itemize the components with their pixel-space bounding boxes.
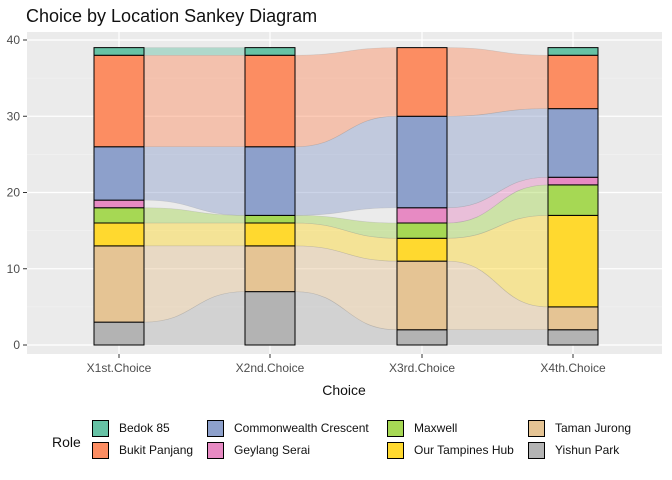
- bar-segment: [93, 54, 145, 148]
- legend-key: [387, 441, 404, 459]
- x-axis-title: Choice: [322, 382, 366, 398]
- bar-segment: [93, 146, 145, 201]
- bar-segment: [244, 146, 296, 216]
- legend-key: [528, 419, 545, 437]
- bar-segment: [547, 176, 599, 186]
- y-tick-label: 20: [7, 186, 21, 200]
- bar-segment: [244, 291, 296, 346]
- bar-segment: [547, 329, 599, 346]
- bar-segment: [396, 329, 448, 346]
- bar-segment: [93, 47, 145, 56]
- flow-band: [143, 47, 246, 56]
- legend-label: Commonwealth Crescent: [234, 421, 369, 435]
- bar-segment: [93, 207, 145, 224]
- x-tick-label: X1st.Choice: [87, 361, 152, 375]
- legend-title: Role: [52, 434, 81, 450]
- bar-segment: [244, 47, 296, 56]
- bar-segment: [93, 245, 145, 323]
- y-tick-label: 40: [7, 33, 21, 47]
- legend-item: Yishun Park: [528, 440, 619, 460]
- legend-label: Our Tampines Hub: [414, 443, 514, 457]
- flow-band: [143, 54, 246, 148]
- legend-label: Bukit Panjang: [119, 443, 194, 457]
- x-tick-label: X3rd.Choice: [389, 361, 455, 375]
- bar-segment: [547, 306, 599, 331]
- legend-label: Geylang Serai: [234, 443, 311, 457]
- bar-segment: [93, 222, 145, 247]
- bar-segment: [396, 237, 448, 262]
- y-tick-label: 0: [13, 338, 20, 352]
- flow-band: [446, 329, 549, 346]
- sankey-plot: 0 10 20 30 40 X1st.Choice X2nd.Choice X3rd.Cho…: [7, 32, 662, 398]
- legend-item: Our Tampines Hub: [387, 440, 514, 460]
- bar-segment: [396, 207, 448, 224]
- y-tick-label: 10: [7, 262, 21, 276]
- flow-bands: [143, 47, 549, 346]
- legend-key: [207, 441, 224, 459]
- bar-segment: [547, 54, 599, 110]
- legend-item: Bukit Panjang: [92, 440, 193, 460]
- bar-segment: [93, 199, 145, 209]
- x-tick-label: X4th.Choice: [540, 361, 606, 375]
- legend-key: [528, 441, 545, 459]
- bar-segment: [547, 47, 599, 56]
- legend-key: [92, 441, 109, 459]
- chart-title: Choice by Location Sankey Diagram: [26, 6, 318, 26]
- legend-item: Taman Jurong: [528, 418, 631, 438]
- bar-segment: [396, 222, 448, 239]
- x-axis: X1st.Choice X2nd.Choice X3rd.Choice X4th.Ch…: [87, 354, 606, 375]
- legend-item: Geylang Serai: [207, 440, 310, 460]
- bar-segment: [93, 321, 145, 346]
- bar-segment: [547, 108, 599, 178]
- x-tick-label: X2nd.Choice: [236, 361, 305, 375]
- y-axis: 0 10 20 30 40: [7, 33, 27, 352]
- legend-key: [387, 419, 404, 437]
- bar-segment: [244, 245, 296, 293]
- legend-key: [207, 419, 224, 437]
- bar-segment: [547, 184, 599, 216]
- stacked-bars: [93, 47, 599, 346]
- legend-label: Bedok 85: [119, 421, 170, 435]
- bar-segment: [244, 54, 296, 148]
- bar-segment: [244, 214, 296, 224]
- legend-key: [92, 419, 109, 437]
- bar-segment: [396, 47, 448, 117]
- bar-segment: [396, 260, 448, 331]
- legend-label: Maxwell: [414, 421, 458, 435]
- legend-label: Yishun Park: [555, 443, 620, 457]
- legend: Role Bedok 85 Bukit Panjang Commonwealth C…: [52, 418, 652, 468]
- y-tick-label: 30: [7, 109, 21, 123]
- flow-band: [446, 47, 549, 117]
- legend-item: Bedok 85: [92, 418, 170, 438]
- legend-item: Maxwell: [387, 418, 457, 438]
- legend-label: Taman Jurong: [555, 421, 632, 435]
- flow-band: [143, 222, 246, 247]
- bar-segment: [396, 115, 448, 209]
- legend-item: Commonwealth Crescent: [207, 418, 369, 438]
- bar-segment: [547, 214, 599, 308]
- bar-segment: [244, 222, 296, 247]
